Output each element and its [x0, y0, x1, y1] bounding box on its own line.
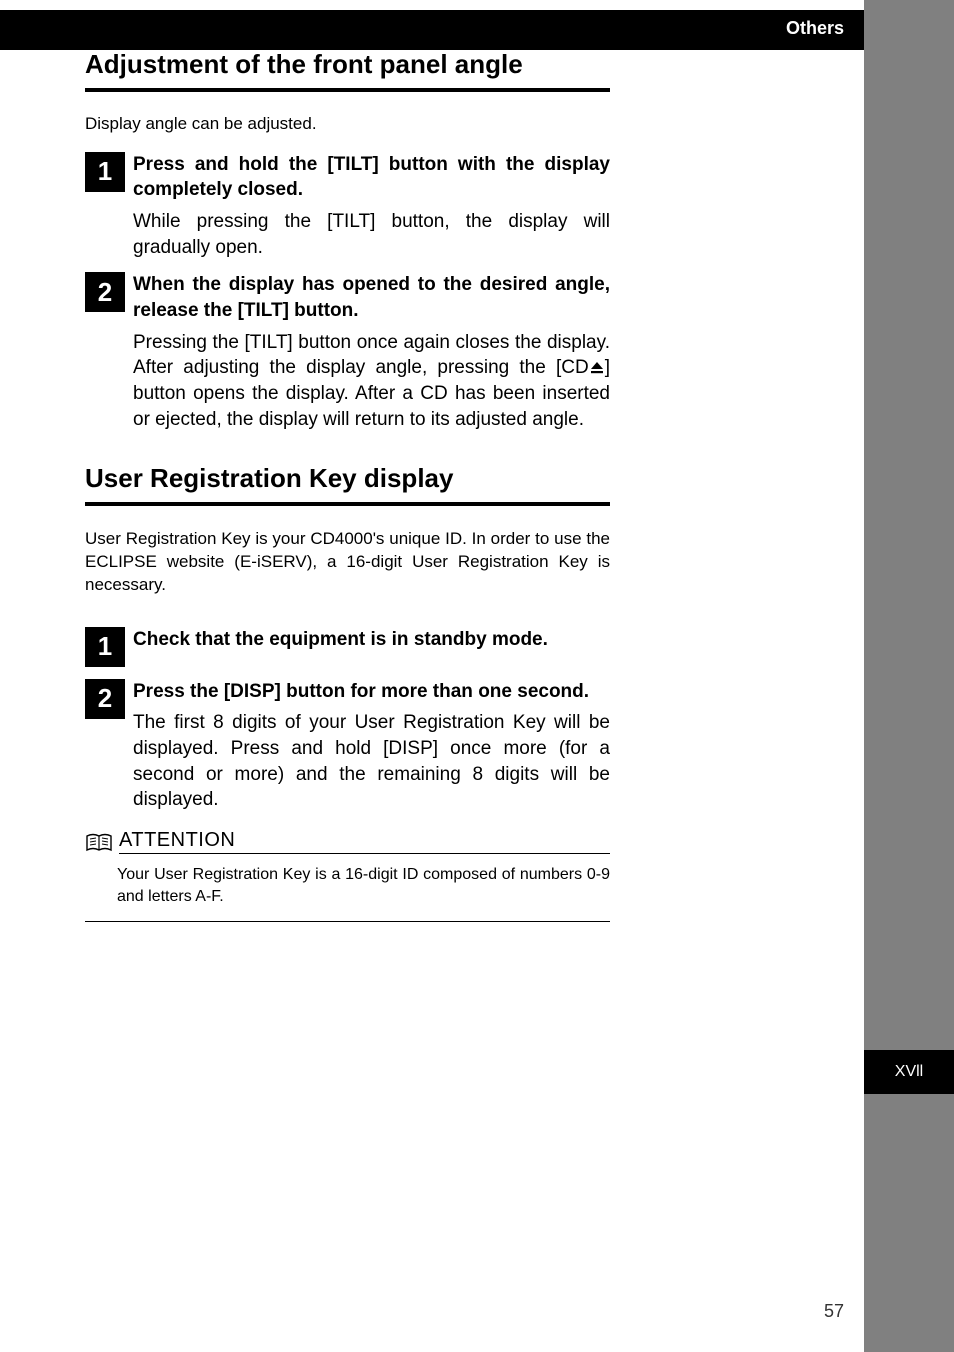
- step-body: When the display has opened to the desir…: [133, 272, 610, 432]
- section1-step-2: 2 When the display has opened to the des…: [85, 272, 610, 432]
- page-number: 57: [824, 1301, 844, 1322]
- chapter-tab: XVll: [864, 1050, 954, 1094]
- right-sidebar: [864, 0, 954, 1352]
- section1-rule: [85, 88, 610, 92]
- step-number: 1: [85, 627, 125, 667]
- step-text-pre: Pressing the [TILT] button once again cl…: [133, 332, 610, 379]
- section2-intro: User Registration Key is your CD4000's u…: [85, 528, 610, 597]
- step-bold: Press and hold the [TILT] button with th…: [133, 152, 610, 203]
- attention-header: ATTENTION: [85, 829, 610, 854]
- step-number: 2: [85, 272, 125, 312]
- step-number: 1: [85, 152, 125, 192]
- step-number: 2: [85, 679, 125, 719]
- step-body: Press the [DISP] button for more than on…: [133, 679, 610, 813]
- step-bold: Check that the equipment is in standby m…: [133, 627, 610, 653]
- page: Others Adjustment of the front panel ang…: [0, 0, 954, 1352]
- book-icon: [85, 832, 113, 854]
- attention-end-rule: [85, 921, 610, 922]
- header-category: Others: [786, 18, 844, 39]
- section2-step-1: 1 Check that the equipment is in standby…: [85, 627, 610, 667]
- attention-label: ATTENTION: [119, 829, 610, 854]
- section1-title: Adjustment of the front panel angle: [85, 48, 610, 82]
- section2-rule: [85, 502, 610, 506]
- section2-step-2: 2 Press the [DISP] button for more than …: [85, 679, 610, 813]
- section1-step-1: 1 Press and hold the [TILT] button with …: [85, 152, 610, 261]
- step-text: Pressing the [TILT] button once again cl…: [133, 330, 610, 433]
- step-text: While pressing the [TILT] button, the di…: [133, 209, 610, 260]
- step-body: Check that the equipment is in standby m…: [133, 627, 610, 667]
- step-text: The first 8 digits of your User Registra…: [133, 710, 610, 813]
- step-bold: Press the [DISP] button for more than on…: [133, 679, 610, 705]
- section2-title: User Registration Key display: [85, 462, 610, 496]
- main-content: Adjustment of the front panel angle Disp…: [85, 48, 610, 922]
- eject-icon: [589, 361, 605, 375]
- attention-text: Your User Registration Key is a 16-digit…: [117, 864, 610, 907]
- step-bold: When the display has opened to the desir…: [133, 272, 610, 323]
- header-black-bar: [0, 10, 864, 50]
- section2: User Registration Key display User Regis…: [85, 462, 610, 922]
- section1-intro: Display angle can be adjusted.: [85, 114, 610, 134]
- step-body: Press and hold the [TILT] button with th…: [133, 152, 610, 261]
